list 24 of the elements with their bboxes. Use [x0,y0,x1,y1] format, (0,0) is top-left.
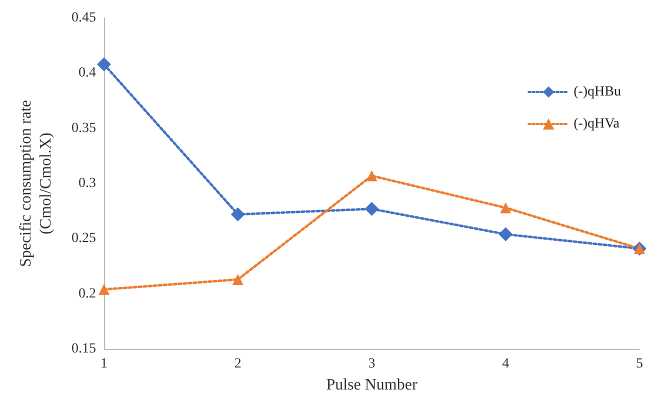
y-tick-label: 0.4 [78,66,96,81]
point [500,202,512,214]
point [232,274,244,285]
point [364,202,379,216]
x-tick-label: 4 [502,356,510,372]
y-tick-label: 0.45 [72,10,96,26]
x-tick-label: 1 [100,356,108,372]
point [366,170,378,182]
legend-label: (-)qHBu [574,84,622,100]
point [230,207,245,222]
y-tick-label: 0.2 [78,286,96,302]
legend-label: (-)qHVa [574,116,620,132]
point [498,227,513,242]
y-axis-title: Specific consumption rate (Cmol/Cmol.X) [18,100,54,268]
x-tick-label: 3 [368,356,376,372]
y-tick-label: 0.3 [78,176,96,191]
y-tick-label: 0.35 [72,120,96,136]
x-tick-label: 2 [234,356,242,372]
x-axis-title: Pulse Number [326,376,418,394]
y-tick-label: 0.25 [72,231,96,246]
y-tick-label: 0.15 [72,342,96,356]
point [97,57,111,72]
point [98,284,110,295]
x-tick-label: 5 [636,356,643,372]
